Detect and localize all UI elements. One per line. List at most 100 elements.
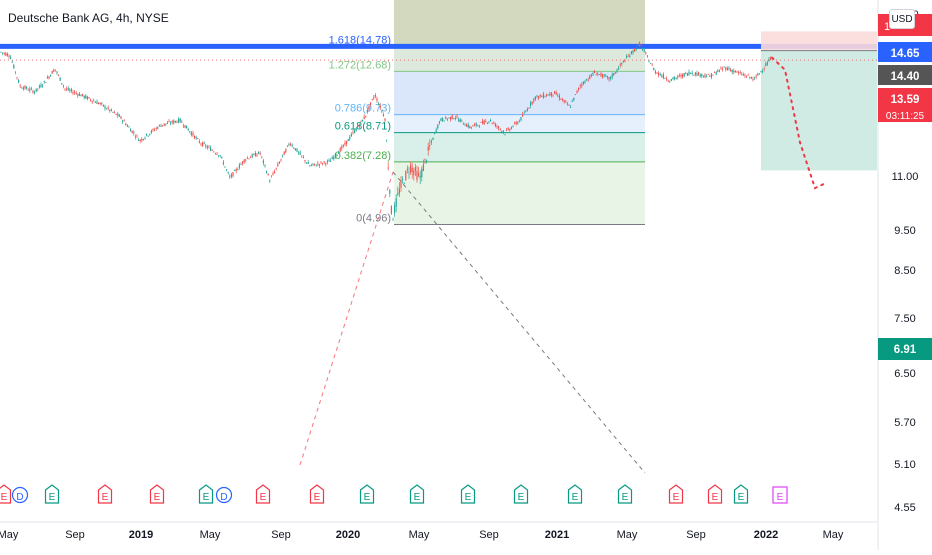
candle-body: [173, 120, 175, 124]
candle-body: [557, 95, 559, 97]
trend-line-up: [299, 171, 394, 466]
candle-body: [314, 163, 316, 165]
candle-body: [253, 153, 255, 155]
candle-body: [77, 94, 79, 96]
event-marker-label: E: [572, 492, 579, 503]
candle-body: [504, 134, 506, 136]
candle-body: [142, 139, 144, 140]
candle-body: [696, 73, 698, 76]
candle-body: [421, 168, 423, 178]
candle-body: [656, 72, 658, 74]
candle-body: [611, 74, 613, 78]
candle-body: [635, 48, 637, 50]
candle-body: [112, 111, 114, 113]
price-badge-green: [878, 338, 932, 360]
candle-body: [702, 75, 704, 77]
candle-body: [584, 81, 586, 84]
candle-body: [486, 122, 488, 124]
candle-body: [360, 120, 362, 122]
time-tick-label: May: [200, 529, 221, 541]
candle-body: [136, 135, 138, 137]
candle-body: [202, 142, 204, 147]
candle-body: [192, 132, 194, 136]
event-marker-label: E: [738, 492, 745, 503]
event-marker-label: E: [465, 492, 472, 503]
candle-body: [472, 125, 474, 127]
candle-body: [574, 94, 576, 96]
candle-body: [90, 99, 92, 101]
candle-body: [64, 88, 66, 90]
candle-body: [152, 129, 154, 131]
currency-button[interactable]: USD: [889, 9, 915, 29]
candle-body: [758, 73, 760, 75]
candle-body: [658, 72, 660, 76]
candle-body: [563, 100, 565, 102]
candle-body: [166, 122, 168, 124]
time-tick-label: Sep: [686, 529, 706, 541]
candle-body: [5, 53, 7, 56]
candle-body: [453, 118, 455, 120]
candle-body: [29, 88, 31, 91]
candle-body: [237, 169, 239, 171]
earnings-marker: [149, 484, 165, 504]
candle-body: [205, 145, 207, 147]
candle-body: [355, 128, 357, 131]
candle-body: [272, 173, 274, 175]
candle-body: [483, 120, 485, 125]
candle-body: [256, 154, 258, 156]
candle-body: [106, 108, 108, 110]
candle-body: [267, 173, 269, 176]
candle-body: [123, 120, 125, 122]
candle-body: [72, 92, 74, 94]
candle-body: [598, 74, 600, 75]
candle-body: [312, 163, 314, 165]
candle-body: [291, 144, 293, 147]
candle-body: [579, 85, 581, 87]
earnings-marker: [513, 484, 529, 504]
candle-body: [707, 74, 709, 75]
projection-path: [771, 56, 827, 190]
candle-body: [590, 74, 592, 76]
candle-body: [214, 153, 216, 155]
candle-body: [595, 74, 597, 76]
candle-body: [98, 102, 100, 104]
candle-body: [549, 93, 551, 96]
candle-body: [130, 129, 132, 132]
candle-body: [554, 91, 556, 94]
candle-body: [493, 122, 495, 124]
candle-body: [522, 114, 524, 117]
candle-body: [354, 130, 356, 133]
candle-body: [34, 91, 36, 93]
candle-body: [344, 142, 346, 145]
candle-body: [277, 163, 279, 167]
candle-body: [573, 97, 575, 101]
candle-body: [618, 67, 620, 70]
candle-body: [494, 123, 496, 127]
candle-body: [154, 129, 156, 131]
candle-body: [667, 80, 669, 82]
candle-body: [531, 101, 533, 104]
candle-body: [728, 67, 730, 70]
candle-body: [246, 157, 248, 159]
candle-body: [262, 160, 264, 164]
candle-body: [42, 85, 44, 87]
earnings-marker: [567, 484, 583, 504]
candle-body: [19, 85, 21, 87]
candle-body: [155, 127, 157, 129]
candle-body: [21, 87, 23, 89]
candle-body: [190, 132, 192, 135]
candle-body: [654, 71, 656, 73]
candle-body: [216, 153, 218, 155]
candle-body: [389, 189, 391, 194]
candle-body: [478, 125, 480, 127]
candle-body: [38, 85, 40, 88]
candle-body: [646, 55, 648, 57]
candle-body: [325, 163, 327, 165]
candle-body: [621, 62, 623, 64]
candle-body: [141, 138, 143, 141]
candle-body: [245, 159, 247, 161]
candle-body: [675, 77, 677, 79]
candle-body: [18, 80, 20, 83]
